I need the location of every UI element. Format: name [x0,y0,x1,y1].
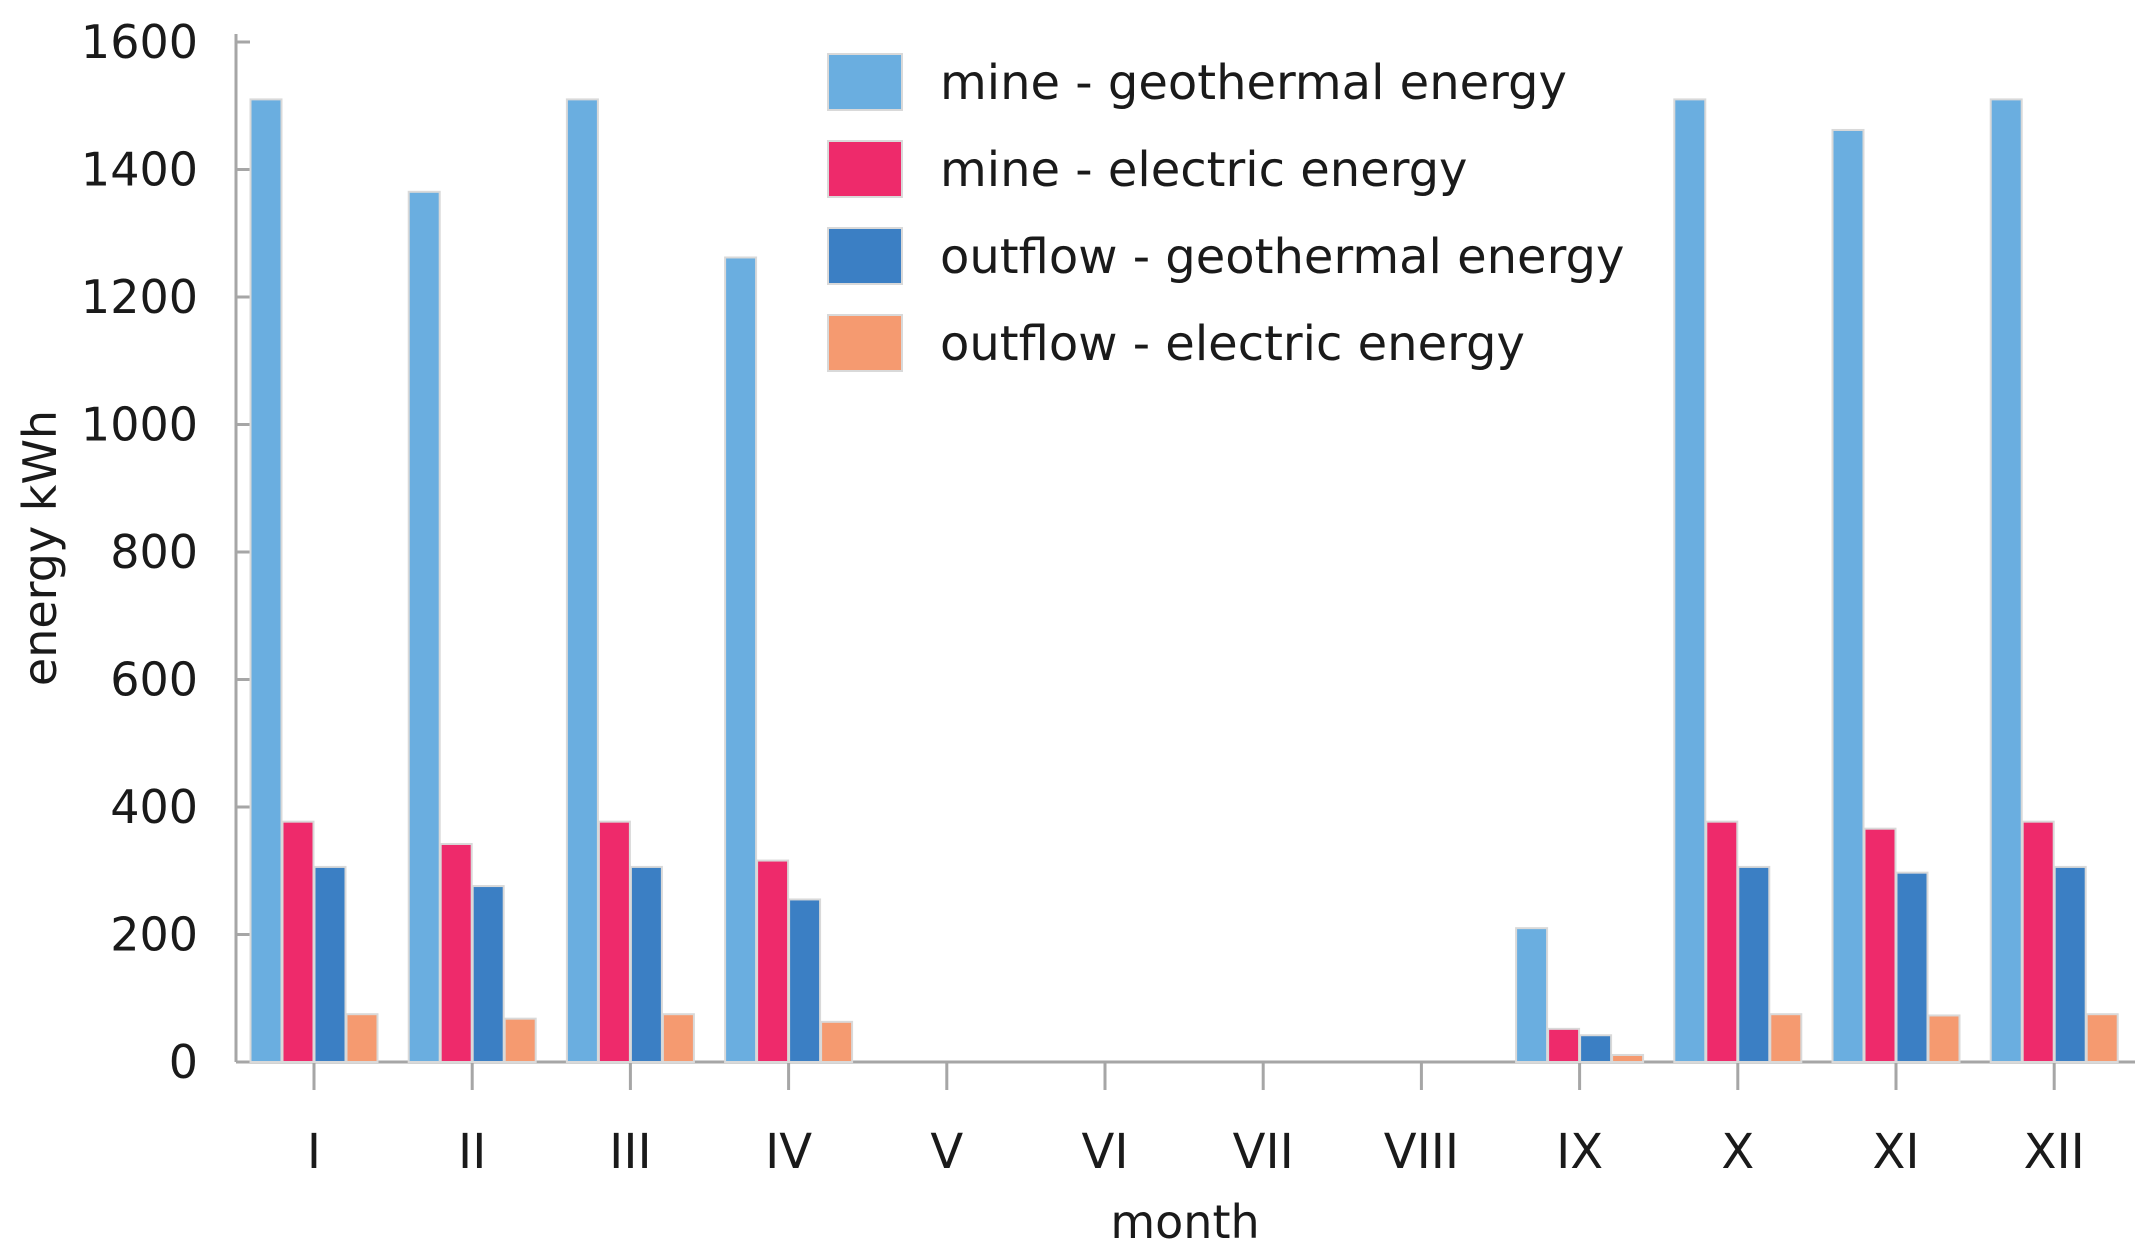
bar-IV-series-1 [724,256,758,1064]
bar-II-series-2 [439,842,473,1063]
x-axis-title: month [1110,1195,1259,1249]
y-axis-title: energy kWh [13,410,67,686]
bar-X-series-2 [1705,820,1739,1063]
x-tick-label: XI [1872,1124,1919,1180]
bar-III-series-1 [565,98,599,1063]
legend-entry: mine - electric energy [940,142,1467,198]
bar-X-series-1 [1673,98,1707,1063]
bar-XII-series-2 [2021,820,2055,1063]
y-tick-label: 600 [110,653,198,707]
bar-IX-series-4 [1611,1053,1645,1064]
bar-IV-series-2 [756,859,790,1063]
bar-X-series-3 [1737,865,1771,1063]
x-tick-label: XII [2024,1124,2085,1180]
legend-swatch [827,53,903,111]
bar-XI-series-3 [1895,871,1929,1063]
legend-swatch [827,314,903,372]
legend-entry: mine - geothermal energy [940,55,1567,111]
bar-XII-series-4 [2085,1013,2119,1063]
bar-XI-series-1 [1831,128,1865,1064]
bar-III-series-3 [629,865,663,1063]
bar-IX-series-2 [1547,1027,1581,1063]
bar-II-series-4 [503,1017,537,1064]
y-tick-label: 200 [110,908,198,962]
x-tick-label: IV [765,1124,812,1180]
y-tick-label: 1600 [81,15,198,69]
x-tick-label: IX [1556,1124,1603,1180]
bar-XII-series-3 [2053,865,2087,1063]
x-tick-label: II [458,1124,486,1180]
legend-entry: outflow - geothermal energy [940,229,1624,285]
y-tick-label: 1000 [81,398,198,452]
y-tick-label: 800 [110,525,198,579]
bar-IV-series-4 [820,1020,854,1064]
y-tick-label: 0 [169,1035,198,1089]
bar-I-series-1 [249,98,283,1063]
bar-IX-series-1 [1515,927,1549,1063]
legend-swatch [827,140,903,198]
bars-layer [249,98,2119,1064]
x-tick-label: I [307,1124,321,1180]
x-tick-label: V [930,1124,963,1180]
bar-II-series-1 [407,190,441,1063]
y-tick-label: 1200 [81,270,198,324]
y-tick-label: 1400 [81,143,198,197]
bar-XI-series-2 [1863,827,1897,1063]
legend-swatch [827,227,903,285]
bar-III-series-2 [597,820,631,1063]
bar-I-series-3 [313,865,347,1063]
bar-XII-series-1 [1989,98,2023,1063]
legend: mine - geothermal energy mine - electric … [827,53,1624,372]
x-tick-label: X [1721,1124,1754,1180]
bar-X-series-4 [1769,1013,1803,1063]
bar-I-series-2 [281,820,315,1063]
x-tick-label: VI [1082,1124,1129,1180]
bar-IX-series-3 [1579,1034,1613,1063]
x-tick-label: III [609,1124,651,1180]
legend-entry: outflow - electric energy [940,316,1525,372]
bar-II-series-3 [471,885,505,1063]
bar-I-series-4 [345,1013,379,1063]
bar-XI-series-4 [1927,1014,1961,1064]
bar-IV-series-3 [788,898,822,1063]
x-tick-label: VII [1233,1124,1294,1180]
y-tick-label: 400 [110,780,198,834]
x-tick-label: VIII [1384,1124,1459,1180]
bar-III-series-4 [661,1013,695,1063]
axis-layer [234,34,2135,1090]
